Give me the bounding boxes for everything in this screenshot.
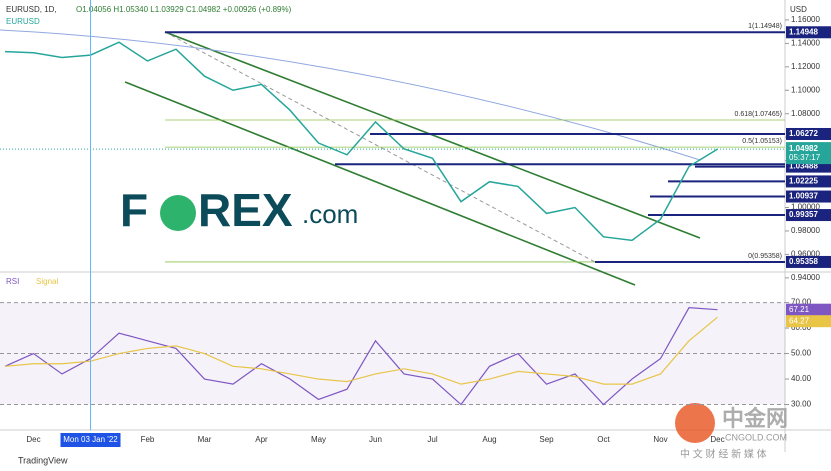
current-price-tag <box>786 142 831 165</box>
rsi-zone <box>0 302 785 405</box>
rsi-tag <box>786 315 831 328</box>
level-tag <box>786 209 831 222</box>
price-tick-label: 1.14000 <box>791 38 820 47</box>
currency: USD <box>790 5 807 14</box>
level-label: 1.03488 <box>789 162 818 171</box>
x-tick-label: Feb <box>141 435 155 444</box>
fib-label: 1(1.14948) <box>748 23 782 30</box>
moving-average <box>0 29 701 161</box>
x-tick-label: Jul <box>427 435 437 444</box>
price-line <box>4 41 718 242</box>
level-label: 0.95358 <box>789 257 818 266</box>
current-price-label: 1.04982 <box>789 144 818 153</box>
price-tick-label: 0.94000 <box>791 273 820 282</box>
x-tick-label: Dec <box>26 435 40 444</box>
current-timer: 05:37:17 <box>789 153 821 162</box>
level-tag <box>786 190 831 203</box>
ohlc: O1.04056 H1.05340 L1.03929 C1.04982 +0.0… <box>76 5 292 14</box>
rsi-name: RSI <box>6 277 19 286</box>
x-tick-label: Apr <box>255 435 268 444</box>
level-label: 1.02225 <box>789 177 818 186</box>
rsi-value-label: 64.27 <box>789 316 810 325</box>
fib-label: 0(0.95358) <box>748 253 782 260</box>
level-label: 1.00937 <box>789 192 818 201</box>
logo-suffix: .com <box>302 199 358 229</box>
logo-rex: REX <box>198 184 293 236</box>
rsi-line <box>4 307 718 406</box>
x-tick-label: Mon 03 Jan '22 <box>63 435 118 444</box>
rsi-tick-label: 70.00 <box>791 298 812 307</box>
x-tick-label: Jun <box>369 435 382 444</box>
watermark-site: CNGOLD.COM <box>725 432 787 442</box>
rsi-tick-label: 30.00 <box>791 400 812 409</box>
price-tick-label: 1.10000 <box>791 85 820 94</box>
rsi-tick-label: 40.00 <box>791 374 812 383</box>
level-tag <box>786 255 831 268</box>
level-tag <box>786 26 831 39</box>
watermark-icon <box>675 403 715 443</box>
series-name: EURUSD <box>6 17 40 26</box>
logo-o <box>160 195 196 231</box>
level-tag <box>786 175 831 188</box>
fib-label: 0.5(1.05153) <box>742 138 782 145</box>
rsi-value-label: 67.21 <box>789 305 810 314</box>
symbol: EURUSD, 1D, <box>6 5 57 14</box>
fib-label: 0.618(1.07465) <box>735 111 782 118</box>
price-tick-label: 0.96000 <box>791 250 820 259</box>
x-tick-label: May <box>311 435 326 444</box>
x-tick-label: Nov <box>653 435 667 444</box>
logo-f: F <box>120 184 148 236</box>
level-label: 0.99357 <box>789 210 818 219</box>
tradingview: TradingView <box>18 455 68 465</box>
x-tick-label: Oct <box>597 435 610 444</box>
level-label: 1.06272 <box>789 129 818 138</box>
channel-line <box>124 81 636 286</box>
level-label: 1.14948 <box>789 27 818 36</box>
price-tick-label: 0.98000 <box>791 226 820 235</box>
fib-diagonal <box>164 31 596 263</box>
rsi-tick-label: 60.00 <box>791 323 812 332</box>
rsi-tag <box>786 303 831 316</box>
watermark-sub: 中 文 财 经 新 媒 体 <box>680 448 767 461</box>
watermark-cn: 中金网 <box>722 406 788 431</box>
price-tick-label: 1.08000 <box>791 109 820 118</box>
rsi-line <box>4 316 718 385</box>
x-tick-label: Aug <box>482 435 496 444</box>
rsi-name: Signal <box>36 277 58 286</box>
crosshair-tag <box>60 433 121 447</box>
x-tick-label: Dec <box>710 435 724 444</box>
x-tick-label: Sep <box>539 435 554 444</box>
channel-line <box>164 31 701 239</box>
level-tag <box>786 127 831 140</box>
price-tick-label: 1.12000 <box>791 62 820 71</box>
x-tick-label: Mar <box>198 435 212 444</box>
rsi-tick-label: 50.00 <box>791 349 812 358</box>
channels <box>0 29 701 286</box>
price-tick-label: 1.00000 <box>791 203 820 212</box>
price-tick-label: 1.16000 <box>791 15 820 24</box>
